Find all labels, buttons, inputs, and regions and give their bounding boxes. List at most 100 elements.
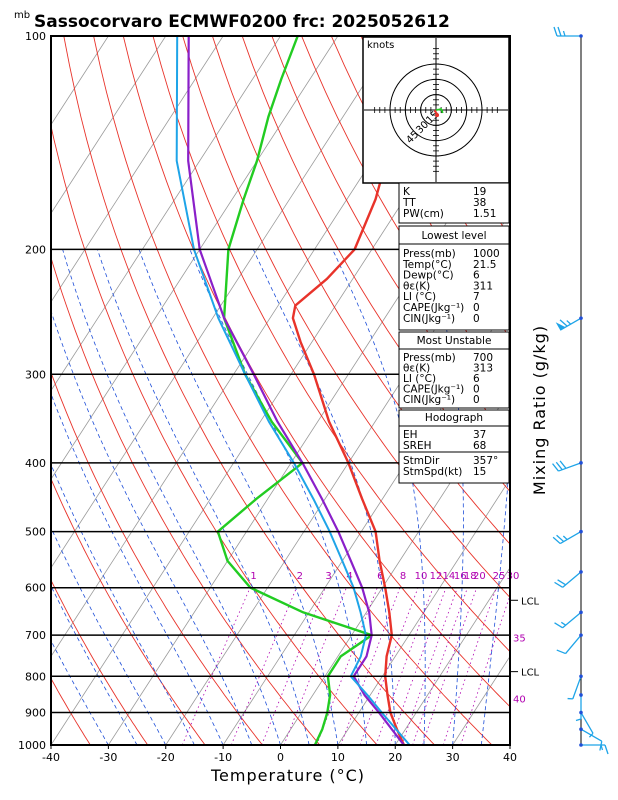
wind-barb-feather (554, 622, 563, 629)
pressure-tick-label: 200 (25, 243, 46, 256)
pressure-tick-label: 700 (25, 629, 46, 642)
isotherm (51, 36, 167, 214)
moist-adiabat (51, 639, 109, 745)
mixing-ratio-label: 2 (297, 571, 303, 582)
wind-barb-base (579, 529, 583, 534)
wind-barb-staff (580, 728, 603, 742)
wind-barb-feather (557, 579, 567, 586)
moist-adiabat (252, 249, 396, 745)
isotherm (165, 212, 510, 745)
index-row-label: TT (402, 197, 416, 209)
series-virtual-temperature (175, 36, 411, 745)
index-row-label: K (403, 186, 411, 198)
wind-barb-flag (555, 322, 566, 331)
temperature-tick-label: 40 (503, 751, 517, 764)
mixing-ratio-label: 16 (454, 571, 467, 582)
x-axis-title: Temperature (°C) (210, 766, 365, 785)
wind-barb-base (579, 461, 583, 465)
temperature-tick-label: -20 (157, 751, 175, 764)
isotherm (337, 478, 510, 745)
pressure-tick-label: 500 (25, 526, 46, 539)
hodograph-ring (420, 94, 452, 126)
pressure-tick-label: 1000 (18, 739, 46, 752)
most-unstable-row-value: 313 (473, 363, 493, 375)
wind-barb-feather (559, 319, 568, 327)
temperature-tick-label: 20 (388, 751, 402, 764)
mixing-ratio-label: 25 (493, 571, 506, 582)
lowest-level-row-label: θε(K) (403, 280, 430, 292)
most-unstable-row-value: 6 (473, 373, 480, 385)
most-unstable-row-value: 0 (473, 384, 480, 396)
isotherm (51, 36, 281, 392)
wind-barb-staff (565, 634, 582, 654)
hodograph-params-box (398, 409, 510, 484)
wind-barb-base (579, 570, 583, 574)
isotherm (509, 744, 510, 745)
lowest-level-row-value: 311 (473, 280, 493, 292)
lowest-level-row-value: 21.5 (473, 259, 496, 271)
hodograph-ring (404, 78, 468, 142)
lowest-level-row-label: CIN(Jkg⁻¹) (403, 313, 455, 325)
index-row-label: PW(cm) (403, 208, 444, 220)
lcl-label-lower: LCL (521, 668, 540, 679)
temperature-tick-label: 10 (331, 751, 345, 764)
pressure-tick-label: 600 (25, 582, 46, 595)
most-unstable-row-label: CIN(Jkg⁻¹) (403, 394, 455, 406)
mixing-ratio-label: 30 (507, 571, 520, 582)
wind-barb-staff (580, 712, 594, 734)
wind-barb-feather (556, 649, 566, 655)
wind-barb-base (579, 316, 583, 320)
lowest-level-row-label: Press(mb) (403, 248, 456, 260)
mixing-ratio-label: 14 (443, 571, 456, 582)
wind-barb-half-feather (566, 320, 572, 325)
lowest-level-row-label: Temp(°C) (402, 259, 452, 271)
pressure-tick-label: 400 (25, 457, 46, 470)
hodograph-ring (389, 63, 483, 157)
mixing-ratio-line (261, 587, 326, 745)
wind-barb-base (579, 610, 583, 615)
mixing-ratio-line (230, 587, 297, 745)
index-row-value: 1.51 (473, 208, 496, 220)
wind-barb-feather (554, 581, 563, 588)
mixing-ratio-label: 20 (473, 571, 486, 582)
index-row-value: 38 (473, 197, 486, 209)
wind-barb-half-feather (562, 30, 566, 37)
wind-barb-feather (552, 536, 561, 545)
most-unstable-row-value: 0 (473, 394, 480, 406)
mixing-ratio-label: 6 (377, 571, 383, 582)
lowest-level-row-label: LI (°C) (403, 291, 436, 303)
isotherm (51, 36, 109, 126)
dry-adiabat (63, 36, 435, 745)
lowest-level-header: Lowest level (421, 230, 486, 242)
wind-barb-base (579, 710, 583, 715)
wind-barb-feather (552, 463, 559, 472)
most-unstable-row-label: Press(mb) (403, 352, 456, 364)
mixing-ratio-label: 18 (464, 571, 477, 582)
most-unstable-row-value: 700 (473, 352, 493, 364)
isotherm (280, 389, 510, 745)
dry-adiabat (241, 36, 510, 493)
dry-adiabat (509, 36, 510, 38)
pressure-unit-label: mb (14, 10, 30, 21)
moist-adiabat (51, 309, 253, 745)
index-row-value: 19 (473, 186, 486, 198)
temperature-tick-label: -10 (214, 751, 232, 764)
storm-motion-marker (435, 113, 440, 118)
wind-barb-base (579, 674, 583, 679)
parameter-tables: Lowest level Most Unstable Hodograph K 19… (398, 182, 510, 484)
wind-barb-feather (604, 744, 609, 755)
most-unstable-box (398, 331, 510, 409)
wind-barb-base (579, 633, 583, 637)
dry-adiabat (51, 677, 91, 745)
dry-adiabat (51, 477, 206, 745)
moist-adiabat (51, 526, 167, 745)
side-value-upper: 35 (513, 633, 526, 644)
hodograph-units-label: knots (367, 40, 394, 51)
wind-barb-half-feather (562, 535, 568, 541)
temperature-tick-label: 0 (277, 751, 284, 764)
isotherm (394, 567, 510, 745)
pressure-tick-label: 800 (25, 670, 46, 683)
temperature-tick-label: -40 (42, 751, 60, 764)
dry-adiabat (51, 579, 149, 745)
hodograph-param-row-label: EH (403, 429, 418, 441)
